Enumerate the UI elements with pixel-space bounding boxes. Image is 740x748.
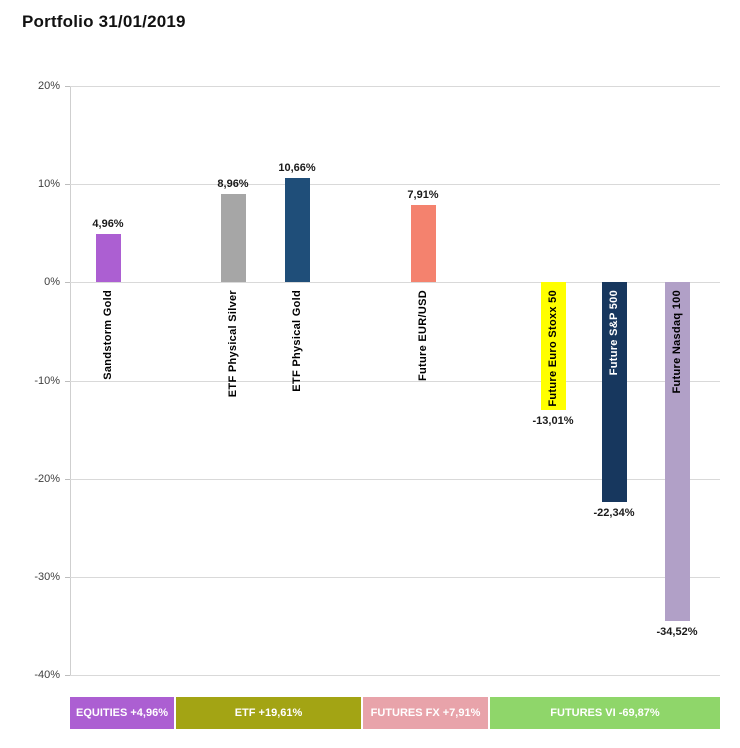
gridline [70, 576, 720, 578]
y-tick-mark [65, 380, 70, 382]
gridline [70, 380, 720, 382]
chart-bar [602, 282, 627, 502]
value-label: -34,52% [656, 626, 698, 639]
category-label: Future S&P 500 [608, 290, 620, 376]
value-label: 4,96% [92, 217, 124, 230]
category-label: Sandstorm Gold [102, 290, 114, 381]
value-label: 7,91% [407, 188, 439, 201]
y-tick-mark [65, 675, 70, 676]
chart-bar [221, 194, 246, 283]
category-label: Future Nasdaq 100 [671, 290, 683, 394]
y-tick-mark [65, 282, 70, 284]
legend-item: FUTURES VI -69,87% [490, 697, 720, 729]
chart-bar [665, 282, 690, 622]
legend-item: ETF +19,61% [176, 697, 361, 729]
value-label: -22,34% [593, 506, 635, 519]
legend-item: FUTURES FX +7,91% [363, 697, 488, 729]
chart-bar [96, 233, 121, 283]
y-tick-label: -30% [34, 570, 60, 583]
chart-bar [411, 204, 436, 283]
category-label: ETF Physical Silver [227, 290, 239, 398]
y-tick-label: 20% [37, 80, 60, 92]
value-label: 10,66% [278, 161, 316, 174]
chart-legend: EQUITIES +4,96% ETF +19,61% FUTURES FX +7,… [70, 697, 720, 729]
chart-bar [541, 282, 566, 411]
category-label: Future EUR/USD [417, 290, 429, 382]
gridline [70, 675, 720, 676]
y-tick-mark [65, 478, 70, 480]
y-tick-mark [65, 576, 70, 578]
gridline [70, 184, 720, 186]
y-tick-label: -20% [34, 472, 60, 485]
y-tick-label: -10% [34, 374, 60, 387]
y-tick-mark [65, 184, 70, 186]
value-label: -13,01% [532, 415, 574, 428]
y-tick-mark [65, 86, 70, 87]
y-tick-label: 0% [44, 276, 60, 289]
gridline [70, 86, 720, 87]
category-label: Future Euro Stoxx 50 [547, 290, 559, 407]
y-tick-label: -40% [34, 669, 60, 681]
category-label: ETF Physical Gold [291, 290, 303, 393]
legend-item: EQUITIES +4,96% [70, 697, 174, 729]
y-axis: 20% 10% 0% -10% -20% -30% -40% [0, 80, 70, 681]
chart-bar [285, 177, 310, 283]
y-tick-label: 10% [37, 178, 60, 191]
value-label: 8,96% [217, 178, 249, 191]
chart-plot: Sandstorm Gold 4,96% ETF Physical Silver 8,… [70, 86, 720, 676]
gridline [70, 478, 720, 480]
page-title: Portfolio 31/01/2019 [22, 12, 186, 31]
gridline [70, 282, 720, 284]
